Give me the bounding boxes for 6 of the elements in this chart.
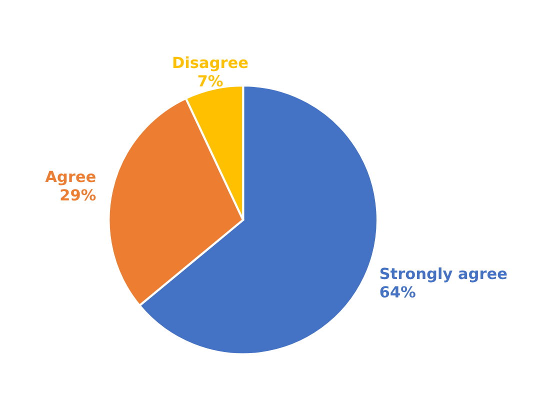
data-label: 64% [380, 286, 416, 298]
data-label: 29% [60, 189, 96, 201]
data-label: 7% [198, 75, 223, 87]
slice-label: Agree [45, 170, 96, 186]
slice-label: Strongly agree [380, 267, 507, 282]
slice-label: Disagree [173, 56, 248, 72]
